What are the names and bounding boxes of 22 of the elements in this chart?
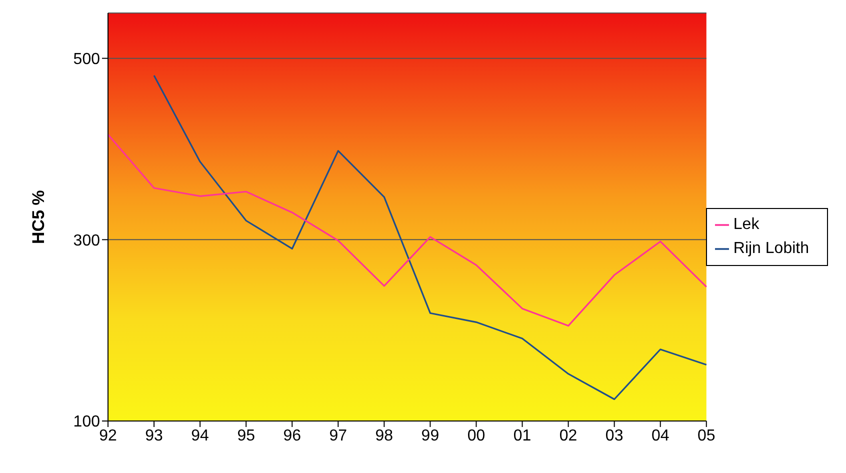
x-tick-label: 94	[191, 427, 210, 444]
x-tick-label: 95	[237, 427, 256, 444]
y-tick-label: 100	[73, 414, 100, 431]
x-tick-label: 99	[421, 427, 440, 444]
x-tick-label: 98	[375, 427, 394, 444]
legend-label: Lek	[733, 216, 760, 233]
x-tick-label: 03	[605, 427, 624, 444]
y-axis-title: HC5 %	[29, 190, 48, 244]
x-tick-label: 01	[513, 427, 532, 444]
y-tick-label: 500	[73, 51, 100, 68]
x-tick-label: 93	[145, 427, 164, 444]
x-tick-label: 00	[467, 427, 486, 444]
x-tick-label: 05	[697, 427, 716, 444]
x-tick-label: 92	[99, 427, 117, 444]
x-tick-label: 04	[651, 427, 670, 444]
line-series	[153, 74, 708, 400]
line-series	[107, 134, 708, 327]
x-tick-label: 02	[559, 427, 578, 444]
legend-label: Rijn Lobith	[733, 240, 809, 257]
x-tick-label: 97	[329, 427, 348, 444]
x-tick-label: 96	[283, 427, 302, 444]
y-tick-label: 300	[73, 232, 100, 250]
